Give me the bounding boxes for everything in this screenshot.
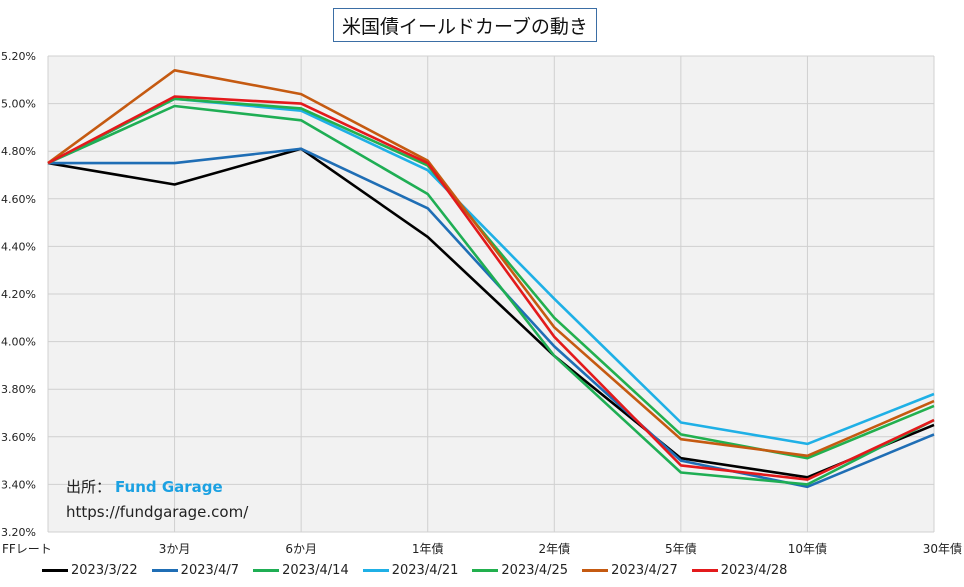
x-axis-ticks: FFレート 3か月 6か月 1年債 2年債 5年債 10年債 30年債 — [2, 541, 962, 556]
legend-swatch — [253, 569, 280, 572]
legend-label: 2023/4/7 — [180, 563, 240, 578]
y-tick-label: 3.40% — [1, 478, 36, 491]
source-credit: 出所： Fund Garage — [66, 476, 223, 497]
y-tick-label: 3.80% — [1, 383, 36, 396]
x-tick-label: 6か月 — [285, 542, 317, 556]
y-tick-label: 5.20% — [1, 50, 36, 63]
source-label: 出所： — [66, 478, 112, 496]
x-tick-label: FFレート — [2, 542, 52, 556]
legend-swatch — [151, 569, 178, 572]
y-tick-label: 4.60% — [1, 193, 36, 206]
legend-label: 2023/4/21 — [391, 563, 459, 578]
gridlines — [47, 55, 935, 533]
legend-swatch — [362, 569, 389, 572]
legend-label: 2023/4/14 — [282, 563, 349, 578]
source-brand: Fund Garage — [115, 478, 223, 496]
y-tick-label: 5.00% — [1, 98, 36, 111]
chart-title-text: 米国債イールドカーブの動き — [342, 15, 588, 38]
legend: 2023/3/22 2023/4/7 2023/4/14 2023/4/21 2023/… — [42, 563, 801, 578]
legend-item: 2023/4/7 — [151, 563, 240, 578]
series-lines — [47, 69, 935, 489]
legend-swatch — [691, 569, 718, 572]
x-tick-label: 5年債 — [665, 541, 697, 556]
y-tick-label: 4.40% — [1, 240, 36, 253]
legend-label: 2023/4/28 — [720, 563, 788, 578]
source-url: https://fundgarage.com/ — [66, 503, 249, 521]
legend-swatch — [42, 569, 68, 572]
x-tick-label: 30年債 — [923, 541, 962, 556]
y-axis-ticks: 3.20% 3.40% 3.60% 3.80% 4.00% 4.20% 4.40% 4.60%… — [1, 50, 36, 539]
legend-item: 2023/4/14 — [253, 563, 349, 578]
legend-item: 2023/4/27 — [582, 563, 678, 578]
legend-item: 2023/4/25 — [472, 563, 568, 578]
y-tick-label: 3.20% — [1, 526, 36, 539]
y-tick-label: 4.20% — [1, 288, 36, 301]
legend-label: 2023/4/25 — [501, 563, 569, 578]
series-line-2023/3/22 — [47, 147, 935, 479]
y-tick-label: 4.00% — [1, 336, 36, 349]
x-tick-label: 1年債 — [412, 541, 444, 556]
x-tick-label: 2年債 — [538, 541, 570, 556]
legend-swatch — [472, 569, 499, 572]
legend-swatch — [582, 569, 609, 572]
y-tick-label: 3.60% — [1, 431, 36, 444]
series-line-2023/4/28 — [47, 95, 935, 481]
x-tick-label: 3か月 — [159, 542, 191, 556]
legend-label: 2023/3/22 — [71, 563, 138, 578]
legend-item: 2023/4/28 — [691, 563, 788, 578]
chart-title: 米国債イールドカーブの動き — [333, 8, 597, 42]
legend-item: 2023/3/22 — [42, 563, 138, 578]
legend-label: 2023/4/27 — [611, 563, 678, 578]
x-tick-label: 10年債 — [788, 541, 827, 556]
series-line-2023/4/14 — [47, 104, 935, 486]
legend-item: 2023/4/21 — [362, 563, 459, 578]
y-tick-label: 4.80% — [1, 145, 36, 158]
series-line-2023/4/27 — [47, 69, 935, 458]
